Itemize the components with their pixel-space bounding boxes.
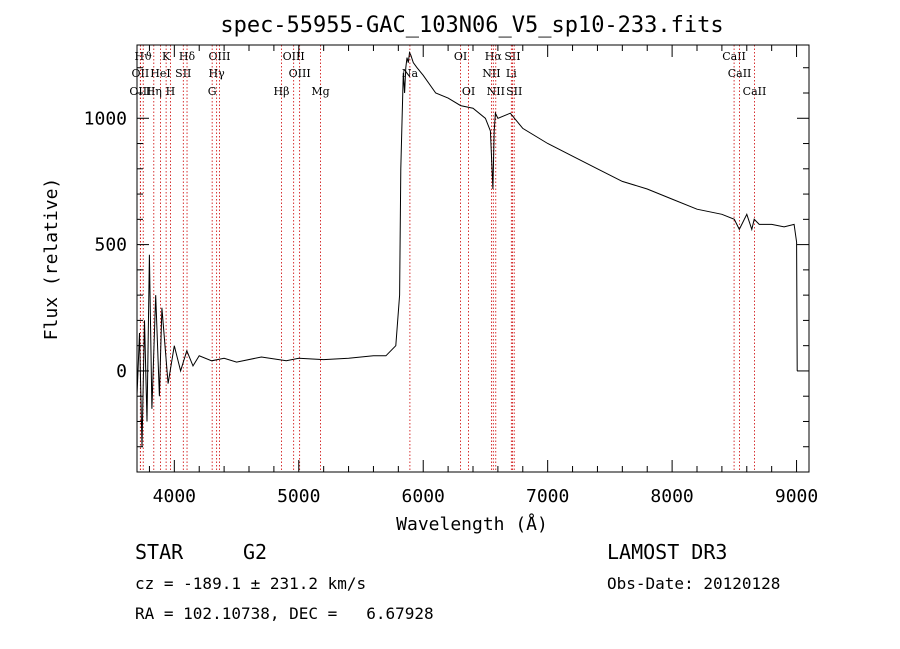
line-label: G <box>208 85 217 98</box>
line-label: Hα <box>485 50 503 63</box>
obs-date: Obs-Date: 20120128 <box>607 574 781 593</box>
line-label: CaII <box>722 50 746 63</box>
x-tick-label: 4000 <box>153 486 196 507</box>
line-label: SII <box>504 50 520 63</box>
spectral-subclass: G2 <box>243 540 268 564</box>
spectral-class: STAR <box>135 540 184 564</box>
line-label: OIII <box>129 85 151 98</box>
line-label: Hη <box>146 85 162 98</box>
line-label: Hγ <box>209 67 226 80</box>
y-tick-label: 0 <box>116 361 127 382</box>
line-label: CaII <box>728 67 752 80</box>
line-label: SII <box>175 67 191 80</box>
y-tick-label: 500 <box>94 235 127 256</box>
line-label: OI <box>462 85 475 98</box>
ra-dec-readout: RA = 102.10738, DEC = 6.67928 <box>135 604 434 623</box>
x-tick-label: 8000 <box>650 486 693 507</box>
line-label: K <box>162 50 171 63</box>
line-label: Hϑ <box>134 50 152 63</box>
line-label: Hβ <box>274 85 290 98</box>
line-label: HeI <box>150 67 170 80</box>
spectrum-line <box>136 50 798 447</box>
x-tick-label: 5000 <box>277 486 320 507</box>
x-axis-label: Wavelength (Å) <box>396 513 548 535</box>
line-label: Mg <box>311 85 329 98</box>
line-label: OI <box>454 50 467 63</box>
x-tick-label: 9000 <box>775 486 818 507</box>
line-label: SII <box>506 85 522 98</box>
line-label: OIII <box>208 50 230 63</box>
plot-frame <box>136 44 810 473</box>
line-label: H <box>166 85 176 98</box>
y-tick-label: 1000 <box>84 108 127 129</box>
spectrum-series <box>136 50 798 447</box>
axis-ticks: 4000 5000 6000 7000 8000 9000 0 500 1000 <box>84 45 818 507</box>
survey-label: LAMOST DR3 <box>607 540 728 564</box>
redshift-readout: cz = -189.1 ± 231.2 km/s <box>135 574 367 593</box>
line-label: Na <box>402 67 419 80</box>
chart-title: spec-55955-GAC_103N06_V5_sp10-233.fits <box>220 13 723 38</box>
line-label: Hδ <box>179 50 196 63</box>
x-tick-label: 6000 <box>402 486 445 507</box>
x-tick-label: 7000 <box>526 486 569 507</box>
line-label: NII <box>487 85 505 98</box>
line-label: OIII <box>283 50 305 63</box>
y-axis-label: Flux (relative) <box>41 178 62 341</box>
line-label: Li <box>506 67 517 80</box>
line-label: CaII <box>743 85 767 98</box>
line-label: OIII <box>289 67 311 80</box>
line-label: NII <box>482 67 500 80</box>
